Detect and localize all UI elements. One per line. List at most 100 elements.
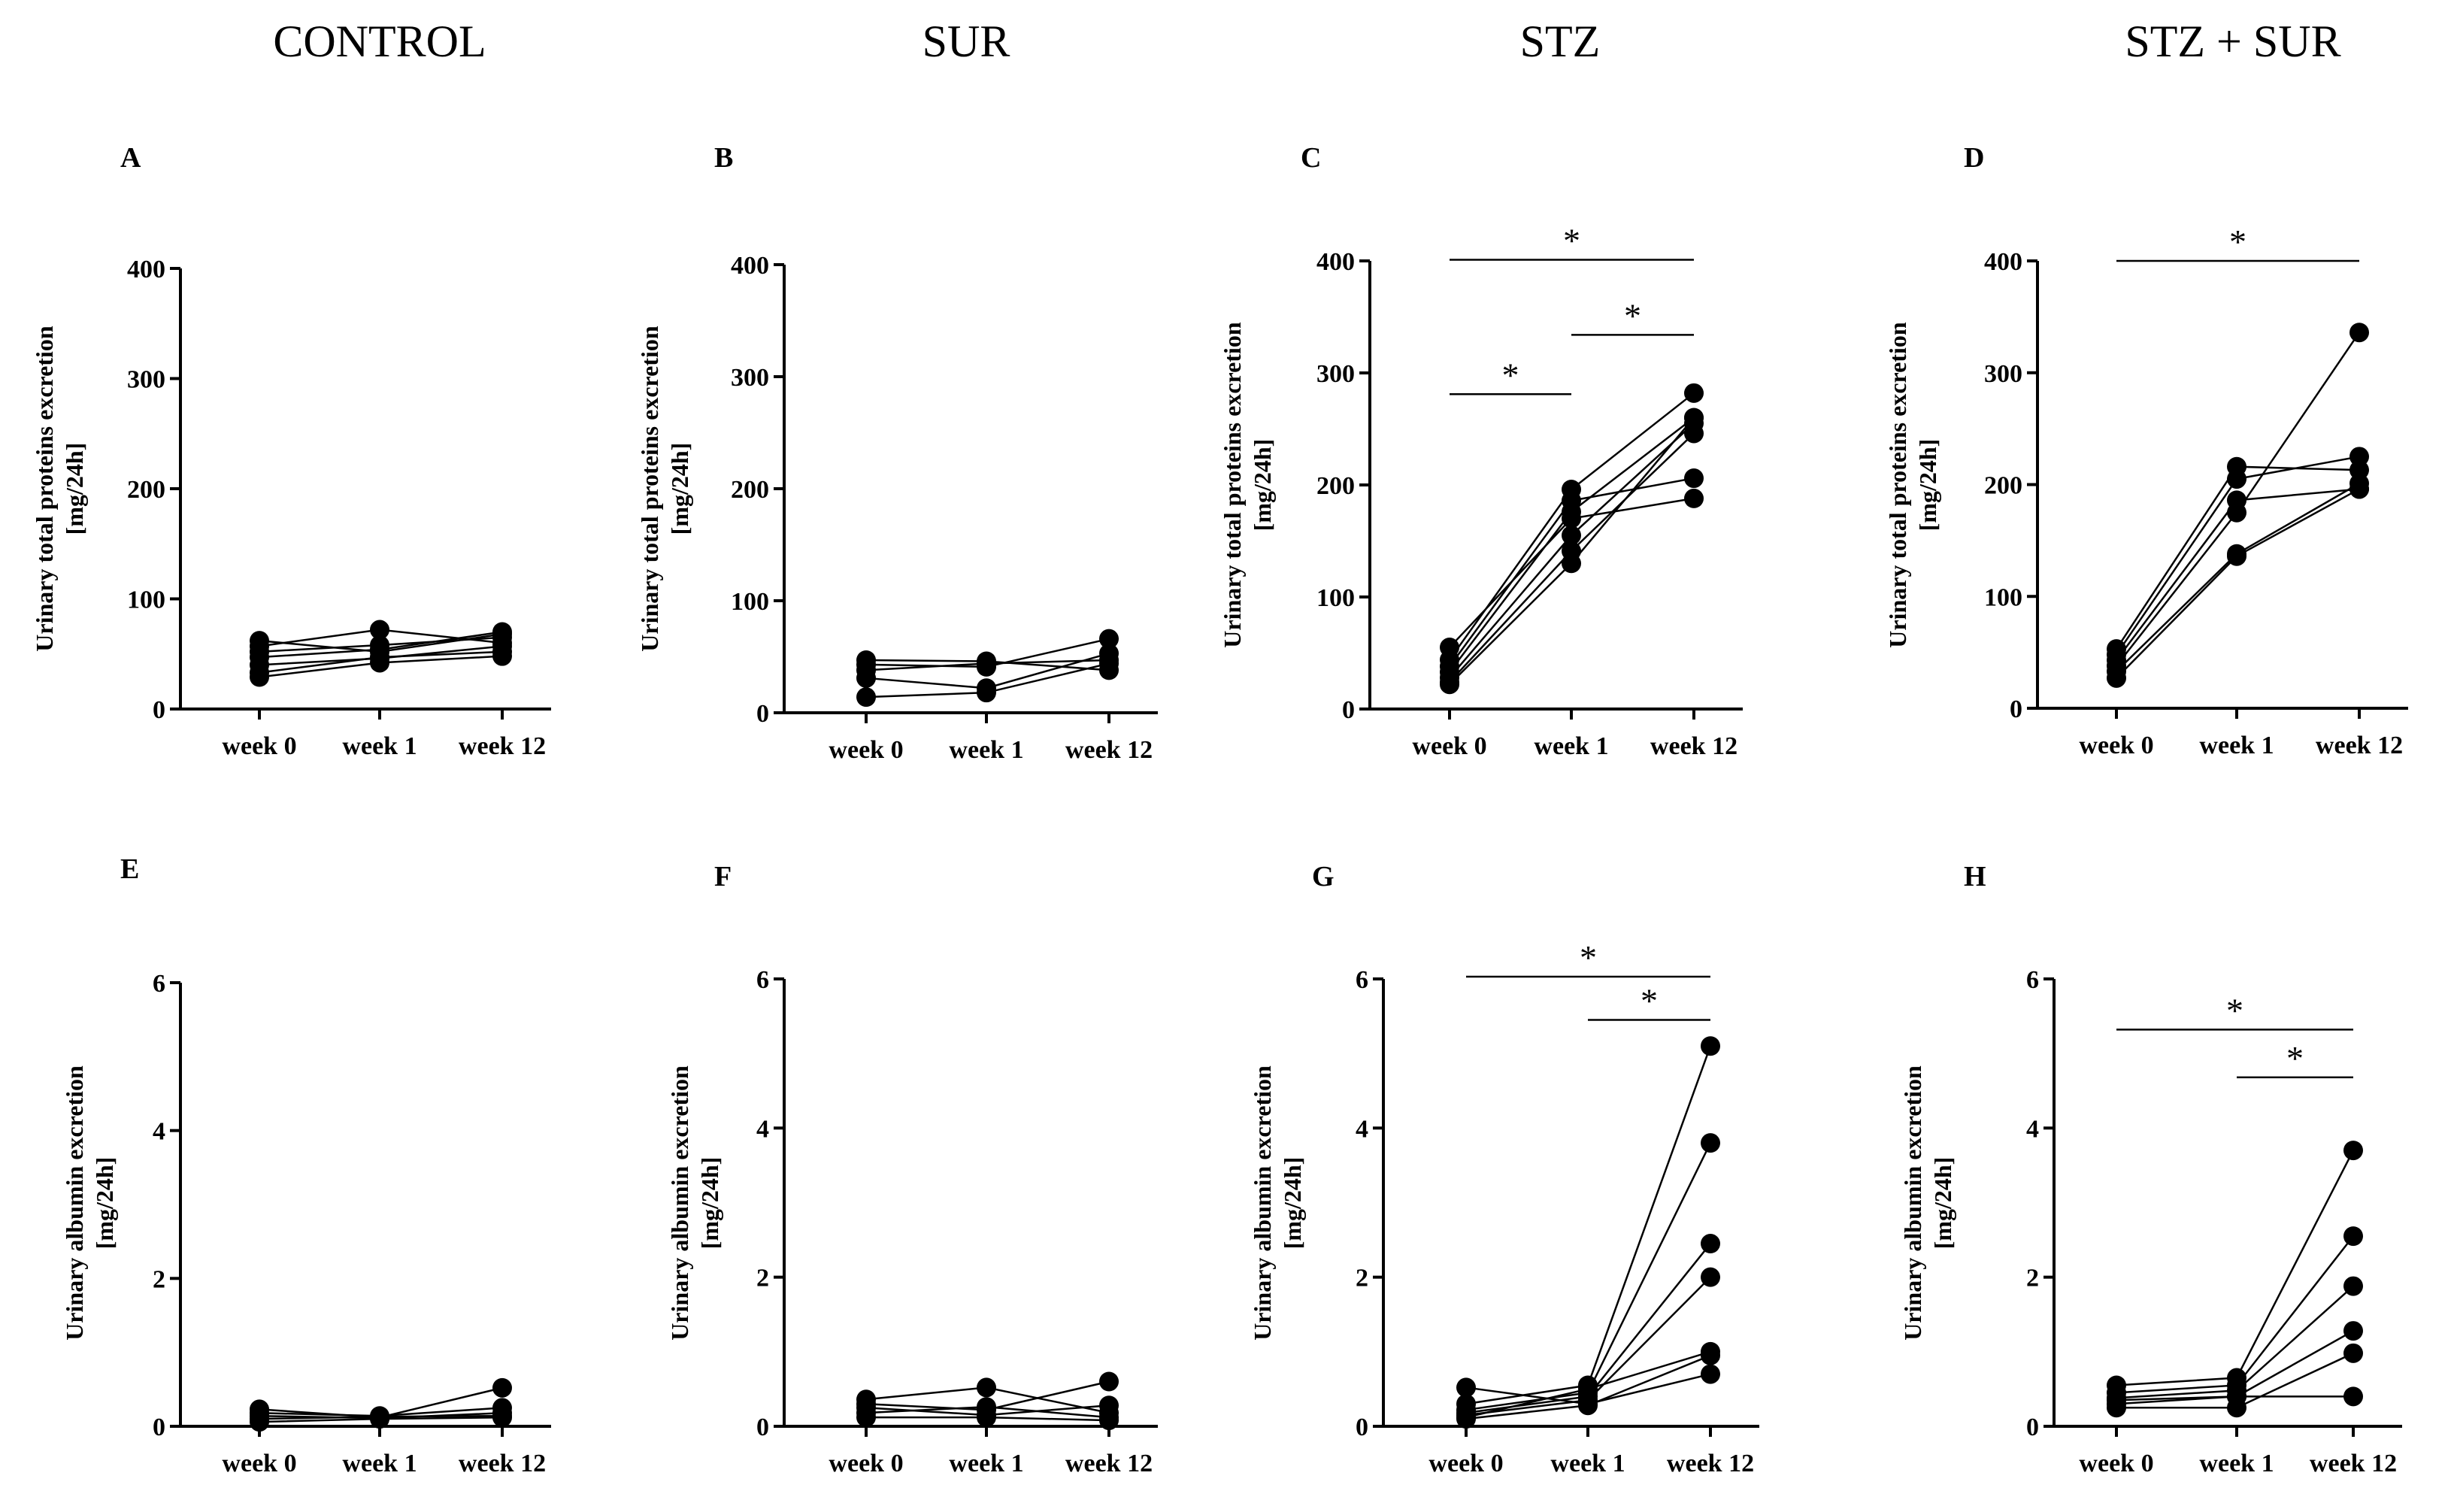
y-tick-label: 400 — [731, 252, 769, 280]
y-tick-label: 400 — [1316, 248, 1355, 276]
data-point — [2343, 1141, 2363, 1161]
y-tick-label: 100 — [731, 588, 769, 616]
data-point — [1578, 1379, 1598, 1399]
data-point — [2349, 447, 2369, 467]
significance-star: * — [1580, 938, 1597, 977]
y-axis-title-line: [mg/24h] — [1914, 439, 1941, 532]
x-tick-label: week 1 — [2199, 1450, 2274, 1477]
group-title-sur: SUR — [923, 17, 1010, 66]
data-point — [492, 622, 512, 642]
y-tick-label: 4 — [153, 1118, 165, 1146]
data-point — [492, 646, 512, 666]
y-axis-title-line: Urinary total proteins excretion — [1219, 322, 1246, 648]
panel-letter-c: C — [1301, 142, 1321, 174]
significance-star: * — [1624, 296, 1641, 335]
x-tick-label: week 1 — [342, 1450, 417, 1477]
data-point — [1701, 1234, 1720, 1254]
x-tick-label: week 1 — [1550, 1450, 1625, 1477]
panel-letter-d: D — [1964, 142, 1984, 174]
data-point — [977, 653, 996, 674]
x-tick-label: week 1 — [342, 732, 417, 760]
data-point — [1701, 1364, 1720, 1384]
y-tick-label: 300 — [731, 364, 769, 392]
y-tick-label: 4 — [756, 1115, 769, 1143]
data-point — [977, 1407, 996, 1428]
data-point — [1562, 501, 1581, 522]
x-tick-label: week 0 — [829, 1450, 903, 1477]
group-title-stz-sur: STZ + SUR — [2125, 17, 2340, 66]
y-tick-label: 400 — [127, 256, 165, 283]
y-tick-label: 200 — [731, 476, 769, 504]
x-tick-label: week 12 — [1650, 732, 1737, 760]
data-point — [2349, 323, 2369, 343]
data-point — [1099, 629, 1119, 649]
y-axis-title-b: Urinary total proteins excretion [mg/24h] — [636, 326, 693, 652]
y-axis-title-h: Urinary albumin excretion [mg/24h] — [1899, 1065, 1956, 1341]
significance-star: * — [2226, 991, 2243, 1029]
y-axis-title-line: Urinary albumin excretion — [1249, 1065, 1276, 1341]
panel-letter-a: A — [120, 142, 141, 174]
y-tick-label: 200 — [127, 476, 165, 504]
y-axis-title-line: [mg/24h] — [696, 1157, 723, 1250]
y-axis-title-e: Urinary albumin excretion [mg/24h] — [61, 1065, 118, 1341]
x-tick-label: week 0 — [1428, 1450, 1503, 1477]
data-point — [2107, 668, 2126, 688]
significance-star: * — [2229, 223, 2246, 261]
data-point — [492, 1377, 512, 1398]
y-axis-title-a: Urinary total proteins excretion [mg/24h] — [31, 326, 88, 652]
data-point — [1684, 408, 1704, 428]
data-point — [1701, 1036, 1720, 1056]
y-tick-label: 4 — [2026, 1115, 2039, 1143]
data-point — [250, 667, 269, 687]
panel-a: A Urinary total proteins excretion [mg/24h… — [31, 142, 551, 760]
panel-e: E Urinary albumin excretion [mg/24h] 0 2 4 6 we… — [61, 853, 551, 1477]
y-axis-title-line: [mg/24h] — [91, 1157, 118, 1250]
y-tick-label: 4 — [1356, 1115, 1368, 1143]
x-tick-label: week 0 — [222, 1450, 296, 1477]
data-point — [1684, 468, 1704, 489]
x-tick-label: week 0 — [222, 732, 296, 760]
significance-star: * — [1563, 222, 1580, 260]
x-tick-label: week 12 — [2316, 732, 2403, 759]
y-tick-label: 0 — [756, 1414, 769, 1441]
y-tick-label: 0 — [2010, 695, 2022, 723]
panel-letter-f: F — [714, 861, 732, 892]
data-point — [856, 1407, 876, 1428]
group-titles: CONTROL SUR STZ STZ + SUR — [273, 17, 2340, 66]
y-tick-label: 2 — [1356, 1265, 1368, 1292]
data-point — [2343, 1386, 2363, 1407]
data-point — [2349, 479, 2369, 499]
y-tick-label: 2 — [2026, 1265, 2039, 1292]
y-axis-title-line: [mg/24h] — [666, 443, 693, 535]
y-tick-label: 6 — [1356, 966, 1368, 994]
y-tick-label: 6 — [153, 970, 165, 998]
data-point — [1099, 653, 1119, 674]
data-point — [370, 1409, 389, 1429]
data-point — [1562, 526, 1581, 546]
significance-star: * — [1641, 982, 1658, 1020]
data-point — [856, 687, 876, 708]
x-tick-label: week 12 — [1065, 736, 1153, 764]
data-point — [1684, 488, 1704, 508]
y-tick-label: 0 — [1342, 696, 1355, 724]
y-tick-label: 0 — [756, 700, 769, 728]
panel-letter-b: B — [714, 142, 733, 174]
y-axis-title-line: Urinary total proteins excretion — [636, 326, 663, 652]
data-point — [2343, 1276, 2363, 1296]
panel-letter-g: G — [1312, 861, 1335, 892]
panel-g: G Urinary albumin excretion [mg/24h] 0 2 4 6 we… — [1249, 861, 1759, 1477]
significance-star: * — [1502, 356, 1519, 394]
panel-b: B Urinary total proteins excretion [mg/24h… — [636, 142, 1158, 764]
x-tick-label: week 1 — [1534, 732, 1608, 760]
panel-h: H Urinary albumin excretion [mg/24h] 0 2 4 6 we… — [1899, 861, 2402, 1477]
data-point — [1701, 1267, 1720, 1287]
data-point — [2107, 1390, 2126, 1410]
data-point — [1562, 553, 1581, 574]
data-point — [1456, 1377, 1476, 1398]
panel-f: F Urinary albumin excretion [mg/24h] 0 2 4 6 we… — [666, 861, 1158, 1477]
y-tick-label: 400 — [1984, 248, 2022, 276]
data-point — [1701, 1133, 1720, 1153]
